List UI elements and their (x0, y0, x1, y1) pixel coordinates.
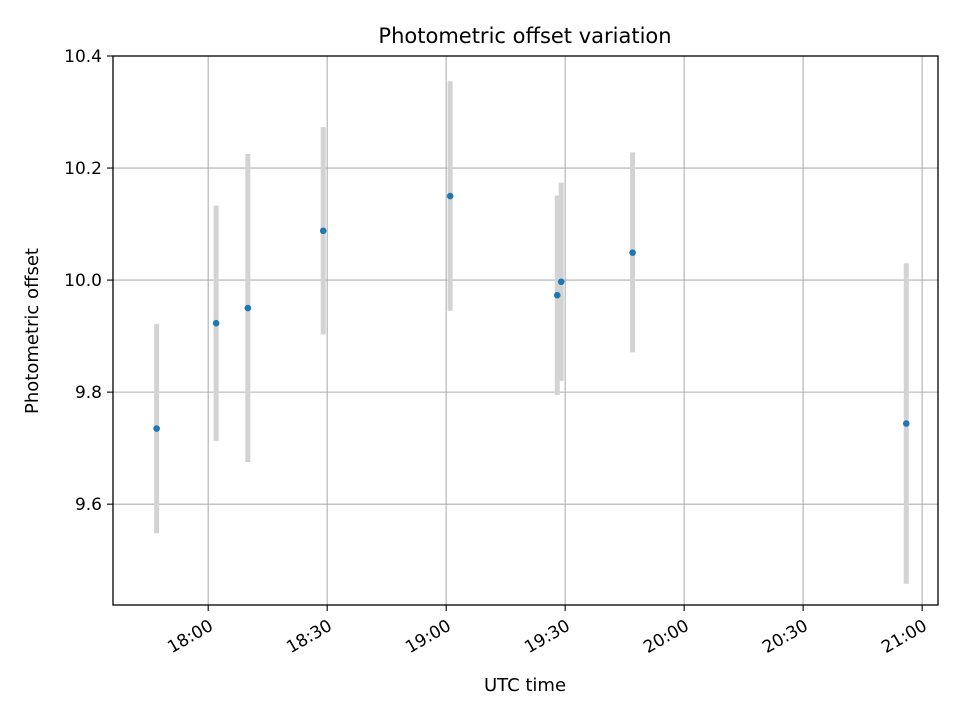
data-points (153, 192, 910, 432)
y-tick-label: 10.4 (64, 47, 102, 67)
plot-frame (112, 55, 939, 606)
y-tick-label: 10.2 (64, 159, 102, 179)
data-point (319, 227, 327, 235)
data-point (629, 249, 636, 256)
data-point (244, 304, 252, 312)
y-tick-label: 10.0 (64, 271, 102, 291)
data-point (553, 291, 561, 299)
y-axis-ticks: 9.6 9.8 10.0 10.2 10.4 (64, 47, 113, 515)
y-tick-label: 9.6 (75, 495, 102, 515)
y-axis-label: Photometric offset (22, 248, 43, 414)
data-point (446, 192, 454, 200)
chart-title: Photometric offset variation (378, 24, 671, 48)
x-axis-label: UTC time (484, 675, 566, 696)
data-point (153, 425, 160, 432)
grid (113, 56, 938, 605)
data-point (557, 278, 565, 286)
y-tick-label: 9.8 (75, 383, 102, 403)
data-point (902, 420, 910, 427)
data-point (212, 319, 220, 327)
